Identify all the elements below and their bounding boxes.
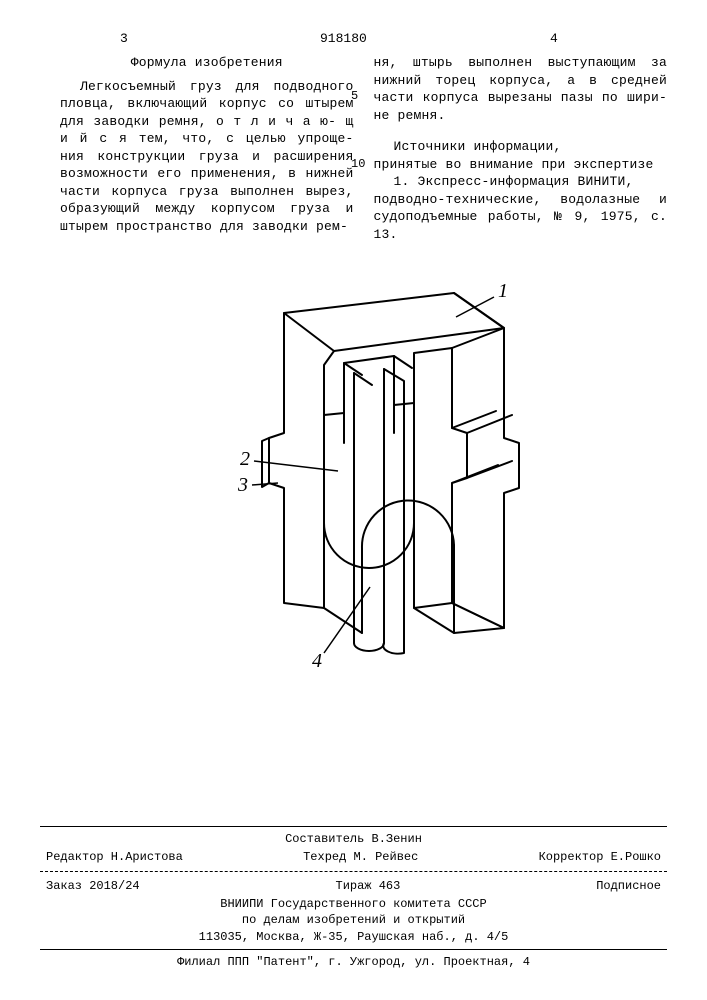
technical-drawing: 1 2 3 4: [194, 273, 534, 703]
right-column: ня, штырь выполнен выступающим за нижний…: [374, 54, 668, 243]
reference-1a: 1. Экспресс-информация ВИНИТИ,: [374, 173, 668, 191]
page-number-right: 4: [550, 30, 558, 48]
formula-body: Легкосъемный груз для подводного пловца,…: [60, 78, 354, 236]
figure-label-3: 3: [237, 474, 248, 496]
line-mark-10: 10: [351, 158, 365, 170]
editor-line: Редактор Н.Аристова: [46, 849, 183, 865]
branch-line: Филиал ППП "Патент", г. Ужгород, ул. Про…: [40, 954, 667, 970]
document-number: 918180: [320, 30, 367, 48]
compiler-line: Составитель В.Зенин: [40, 831, 667, 847]
formula-title: Формула изобретения: [60, 54, 354, 72]
figure-label-1: 1: [498, 280, 508, 302]
subscription: Подписное: [596, 878, 661, 894]
org-line-2: по делам изобретений и открытий: [40, 912, 667, 928]
page-number-left: 3: [120, 30, 128, 48]
sources-title: Источники информации,: [374, 138, 668, 156]
reference-1b: подводно-технические, водолазные и судоп…: [374, 191, 668, 244]
order-number: Заказ 2018/24: [46, 878, 140, 894]
line-mark-5: 5: [351, 90, 365, 102]
tirazh: Тираж 463: [336, 878, 401, 894]
figure-container: 1 2 3 4: [60, 273, 667, 709]
header-page-numbers: 3 918180 4: [60, 30, 667, 48]
sources-subtitle: принятые во внимание при экспертизе: [374, 156, 668, 174]
figure-label-4: 4: [312, 650, 322, 672]
address-line: 113035, Москва, Ж-35, Раушская наб., д. …: [40, 929, 667, 945]
continuation-text: ня, штырь выполнен выступающим за нижний…: [374, 54, 668, 124]
line-number-gutter: 5 10: [351, 90, 365, 226]
left-column: Формула изобретения Легкосъемный груз дл…: [60, 54, 354, 243]
corrector-line: Корректор Е.Рошко: [539, 849, 661, 865]
org-line-1: ВНИИПИ Государственного комитета СССР: [40, 896, 667, 912]
tech-line: Техред М. Рейвес: [303, 849, 418, 865]
figure-label-2: 2: [240, 448, 250, 470]
imprint-footer: Составитель В.Зенин Редактор Н.Аристова …: [40, 822, 667, 970]
